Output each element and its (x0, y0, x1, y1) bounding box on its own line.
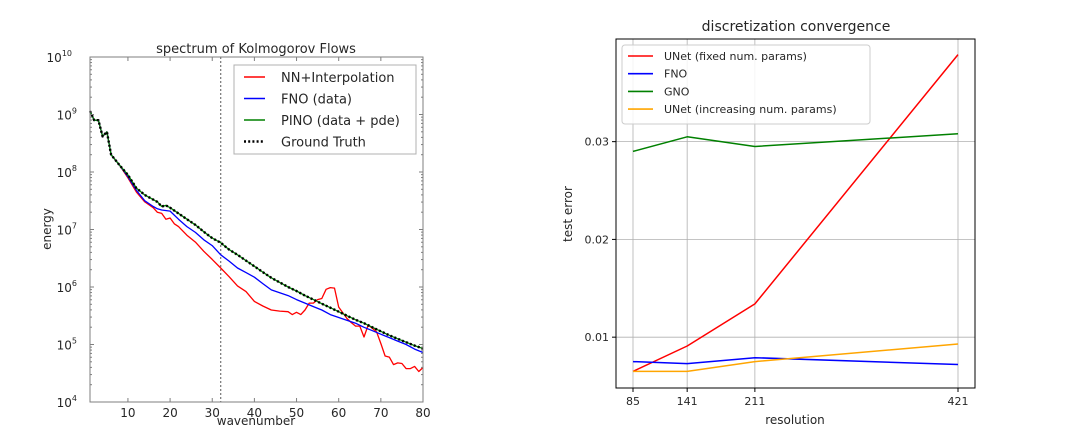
y-tick-exponent: 4 (72, 394, 77, 403)
x-tick-label: 141 (677, 395, 698, 408)
x-tick-label: 70 (373, 406, 388, 420)
x-axis-ticks: 85 141 211 421 (626, 388, 969, 408)
x-tick-label: 30 (205, 406, 220, 420)
series-line-fno-data (89, 110, 424, 354)
y-tick-label: 104 (57, 394, 77, 410)
plot-area (88, 57, 424, 402)
y-tick-label: 109 (57, 107, 77, 123)
legend-label: UNet (fixed num. params) (664, 50, 807, 63)
legend-box (621, 44, 871, 125)
series-line-fno (632, 356, 959, 366)
y-tick-label: 107 (57, 222, 77, 238)
y-tick-label: 0.01 (585, 331, 610, 344)
x-tick-label: 211 (744, 395, 765, 408)
legend-label: Ground Truth (281, 136, 366, 151)
legend: UNet (fixed num. params) FNO GNO UNet (incr… (621, 44, 871, 125)
x-tick-label: 60 (331, 406, 346, 420)
y-tick-exponent: 9 (72, 107, 77, 116)
legend-label: GNO (664, 85, 690, 98)
y-tick-label: 108 (57, 164, 77, 180)
x-tick-label: 10 (120, 406, 135, 420)
legend-box (233, 64, 417, 155)
x-tick-label: 85 (626, 395, 640, 408)
x-axis-label: wavenumber (217, 414, 296, 428)
x-tick-label: 20 (162, 406, 177, 420)
legend-label: FNO (664, 68, 688, 81)
y-tick-exponent: 8 (72, 164, 77, 173)
legend-label: NN+Interpolation (281, 71, 395, 86)
series-line-unet-fixed-num-params (632, 54, 959, 373)
y-tick-exponent: 5 (72, 337, 77, 346)
series-line-gno (632, 133, 959, 153)
y-tick-exponent: 10 (62, 49, 72, 58)
legend: NN+Interpolation FNO (data) PINO (data + p… (233, 64, 417, 155)
x-tick-label: 40 (247, 406, 262, 420)
y-tick-label: 0.03 (585, 136, 610, 149)
y-tick-label: 105 (57, 337, 77, 353)
spectrum-chart: spectrum of Kolmogorov Flows 10 20 30 40 50 6… (40, 42, 431, 428)
y-axis-ticks: 0.01 0.02 0.03 (585, 136, 616, 344)
legend-label: FNO (data) (281, 93, 352, 108)
y-axis-label: test error (561, 186, 575, 242)
y-tick-exponent: 6 (72, 279, 77, 288)
series-line-unet-increasing-num-params (633, 343, 959, 373)
chart-title: discretization convergence (702, 19, 891, 35)
series-line-ground-truth (88, 110, 424, 350)
x-tick-label: 421 (948, 395, 969, 408)
axes-frame (615, 38, 976, 389)
y-tick-exponent: 7 (72, 222, 77, 231)
y-tick-label: 106 (57, 279, 77, 295)
x-tick-label: 50 (289, 406, 304, 420)
legend-label: UNet (increasing num. params) (664, 103, 837, 116)
x-tick-label: 80 (415, 406, 430, 420)
plot-area (632, 54, 959, 373)
x-axis-ticks: 10 20 30 40 50 60 70 80 (120, 57, 431, 420)
legend-label: PINO (data + pde) (281, 114, 400, 129)
x-axis-label: resolution (765, 413, 825, 427)
convergence-chart: discretization convergence 85 141 211 421 0… (561, 19, 976, 427)
chart-title: spectrum of Kolmogorov Flows (156, 42, 356, 57)
y-tick-label: 0.02 (585, 233, 610, 246)
y-tick-label: 1010 (47, 49, 72, 65)
y-axis-label: energy (40, 208, 54, 250)
series-line-nn-interpolation (89, 110, 424, 373)
